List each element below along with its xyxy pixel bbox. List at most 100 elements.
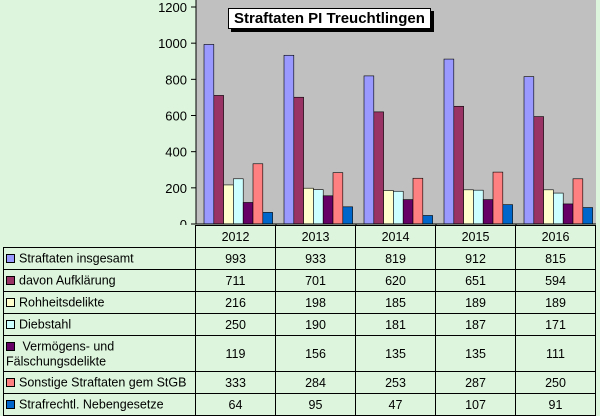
bar-2013-s6 [342, 206, 353, 225]
value-cell: 819 [355, 247, 436, 270]
value-cell: 912 [435, 247, 516, 270]
table-row: Straftaten insgesamt 993 933 819 912 815 [3, 247, 596, 270]
value-cell: 95 [275, 393, 356, 416]
value-cell: 156 [275, 335, 356, 372]
bar-2014-s2 [383, 190, 394, 225]
bar-2015-s3 [473, 189, 484, 225]
y-tick-label-6: 1200 [158, 0, 187, 15]
value-cell: 651 [435, 269, 516, 292]
year-header: 2013 [275, 225, 356, 248]
value-cell: 181 [355, 313, 436, 336]
bar-2015-s4 [482, 199, 494, 225]
series-name: Vermögens- und Fälschungsdelikte [6, 340, 114, 369]
value-cell: 198 [275, 291, 356, 314]
bar-2016-s1 [533, 116, 544, 225]
year-header: 2016 [515, 225, 596, 248]
legend-key [6, 254, 15, 264]
value-cell: 111 [515, 335, 596, 372]
bar-2012-s1 [213, 95, 224, 225]
chart-title: Straftaten PI Treuchtlingen [228, 8, 431, 29]
series-name: Rohheitsdelikte [19, 295, 105, 310]
value-cell: 119 [195, 335, 276, 372]
series-name: Diebstahl [19, 317, 72, 332]
bar-2013-s5 [332, 172, 344, 225]
value-cell: 287 [435, 371, 516, 394]
legend-key [6, 378, 15, 388]
value-cell: 189 [515, 291, 596, 314]
bar-2014-s0 [363, 75, 375, 225]
series-label-cell: Diebstahl [3, 313, 196, 336]
value-cell: 171 [515, 313, 596, 336]
value-cell: 701 [275, 269, 356, 292]
table-row: davon Aufklärung 711 701 620 651 594 [3, 269, 596, 292]
bar-chart: 0 200 400 600 800 1000 1200 [158, 0, 596, 226]
legend-key [6, 400, 15, 410]
value-cell: 91 [515, 393, 596, 416]
series-label-cell: davon Aufklärung [3, 269, 196, 292]
year-header: 2012 [195, 225, 276, 248]
bar-2014-s1 [373, 111, 384, 225]
table-header-row: 2012 2013 2014 2015 2016 [3, 225, 596, 248]
bar-2016-s0 [523, 76, 535, 225]
value-cell: 620 [355, 269, 436, 292]
bar-2015-s6 [502, 204, 513, 225]
legend-key [6, 298, 15, 308]
series-name: davon Aufklärung [19, 273, 116, 288]
bar-2016-s5 [572, 178, 584, 225]
table-row: Sonstige Straftaten gem StGB 333 284 253 287… [3, 371, 596, 394]
legend-key [6, 276, 15, 286]
bar-2016-s6 [582, 207, 593, 225]
bar-2013-s0 [283, 54, 295, 225]
bar-2016-s3 [553, 192, 564, 225]
value-cell: 284 [275, 371, 356, 394]
series-label-cell: Straftaten insgesamt [3, 247, 196, 270]
bar-2013-s2 [303, 187, 314, 225]
value-cell: 933 [275, 247, 356, 270]
bar-2014-s3 [393, 190, 404, 225]
value-cell: 107 [435, 393, 516, 416]
table-row: Strafrechtl. Nebengesetze 64 95 47 107 91 [3, 393, 596, 416]
series-name: Straftaten insgesamt [19, 251, 134, 266]
value-cell: 253 [355, 371, 436, 394]
value-cell: 135 [355, 335, 436, 372]
bar-2014-s4 [402, 199, 414, 225]
table-row: Diebstahl 250 190 181 187 171 [3, 313, 596, 336]
series-label-cell: Vermögens- und Fälschungsdelikte [3, 335, 196, 372]
series-label-cell: Strafrechtl. Nebengesetze [3, 393, 196, 416]
value-cell: 185 [355, 291, 436, 314]
y-tick-label-0: 0 [180, 217, 187, 226]
series-label-cell: Sonstige Straftaten gem StGB [3, 371, 196, 394]
value-cell: 250 [515, 371, 596, 394]
value-cell: 333 [195, 371, 276, 394]
year-header: 2015 [435, 225, 516, 248]
bar-2015-s2 [463, 189, 474, 225]
bar-2012-s6 [262, 212, 273, 225]
bar-2013-s3 [313, 189, 324, 225]
table-row: Rohheitsdelikte 216 198 185 189 189 [3, 291, 596, 314]
bar-2015-s5 [492, 171, 504, 225]
value-cell: 189 [435, 291, 516, 314]
table-corner [3, 225, 196, 248]
table-row: Vermögens- und Fälschungsdelikte 119 156 135… [3, 335, 596, 372]
value-cell: 47 [355, 393, 436, 416]
legend-key [6, 320, 15, 330]
series-name: Sonstige Straftaten gem StGB [19, 375, 187, 390]
value-cell: 594 [515, 269, 596, 292]
series-label-cell: Rohheitsdelikte [3, 291, 196, 314]
value-cell: 135 [435, 335, 516, 372]
value-cell: 815 [515, 247, 596, 270]
value-cell: 190 [275, 313, 356, 336]
y-tick-label-4: 800 [165, 72, 187, 87]
bar-2012-s5 [252, 163, 264, 225]
bar-2012-s2 [223, 184, 234, 225]
bar-2012-s3 [233, 178, 244, 225]
y-tick-label-3: 600 [165, 109, 187, 124]
value-cell: 250 [195, 313, 276, 336]
value-cell: 216 [195, 291, 276, 314]
bar-2014-s5 [412, 177, 424, 225]
data-table: 2012 2013 2014 2015 2016 Straftaten insgesamt… [3, 225, 596, 416]
series-name-line: Vermögens- und [19, 339, 115, 354]
bar-2013-s1 [293, 96, 304, 225]
y-tick-label-5: 1000 [158, 36, 187, 51]
legend-key [6, 342, 15, 351]
